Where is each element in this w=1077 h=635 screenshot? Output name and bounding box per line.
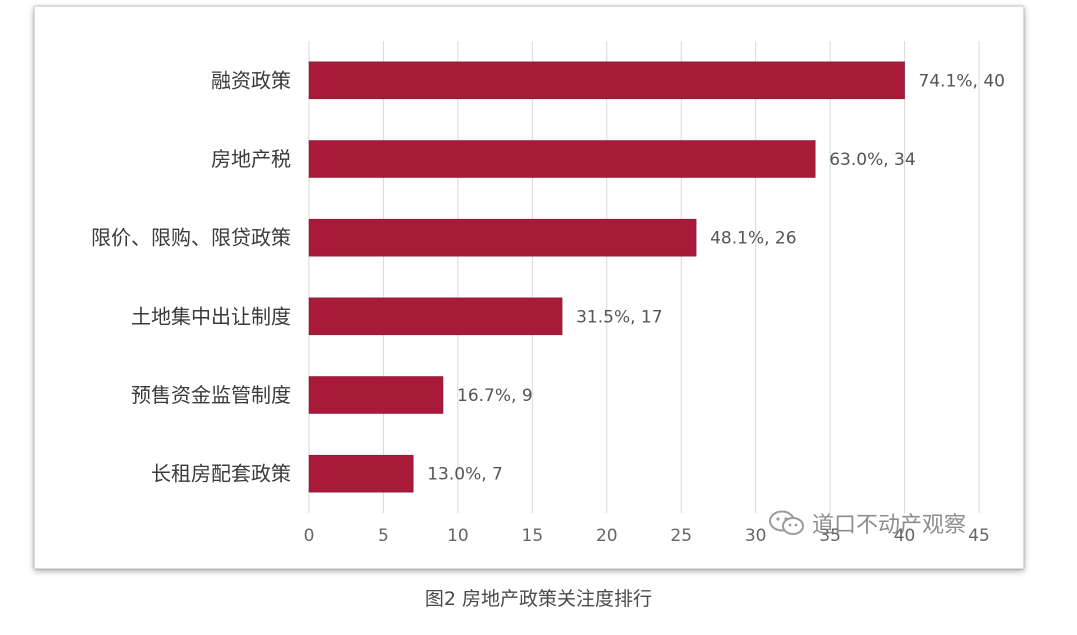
- x-tick-label: 0: [304, 526, 315, 546]
- watermark-text: 道口不动产观察: [812, 513, 967, 538]
- x-tick-label: 35: [819, 526, 841, 546]
- wechat-icon: [769, 510, 804, 535]
- category-label: 房地产税: [211, 147, 291, 171]
- category-label: 长租房配套政策: [151, 462, 291, 486]
- x-tick-label: 25: [670, 526, 692, 546]
- x-tick-label: 40: [894, 526, 916, 546]
- data-label: 16.7%, 9: [457, 386, 533, 406]
- data-label: 48.1%, 26: [710, 229, 796, 249]
- bar: [308, 454, 414, 493]
- category-label: 融资政策: [211, 68, 291, 92]
- category-label: 预售资金监管制度: [131, 383, 291, 407]
- bar: [308, 140, 816, 178]
- data-label: 13.0%, 7: [427, 465, 503, 485]
- data-label: 74.1%, 40: [919, 71, 1005, 91]
- x-tick-label: 30: [745, 526, 767, 546]
- category-label: 限价、限购、限贷政策: [91, 226, 291, 250]
- data-label: 31.5%, 17: [576, 307, 662, 327]
- bar-chart: 0 5 10 15 20 25 30 35 40 45 融资政策 74.1%, 40 房地产税 63.0%…: [91, 41, 1005, 546]
- category-label: 土地集中出让制度: [131, 304, 291, 328]
- x-tick-label: 20: [596, 526, 618, 546]
- bar: [308, 218, 697, 257]
- bar: [308, 61, 905, 100]
- chart-frame: 0 5 10 15 20 25 30 35 40 45 融资政策 74.1%, 40 房地产税 63.0%…: [34, 6, 1024, 569]
- x-tick-label: 45: [968, 526, 990, 546]
- x-tick-label: 15: [522, 526, 544, 546]
- figure-caption: 图2 房地产政策关注度排行: [424, 588, 653, 610]
- bar: [308, 297, 563, 336]
- x-tick-label: 10: [447, 526, 469, 546]
- bar: [308, 376, 444, 414]
- watermark: 道口不动产观察: [768, 507, 966, 539]
- data-label: 63.0%, 34: [829, 150, 915, 170]
- x-tick-label: 5: [378, 526, 389, 546]
